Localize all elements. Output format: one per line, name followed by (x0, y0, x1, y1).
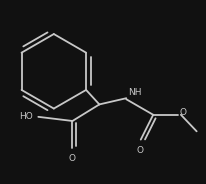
Text: O: O (69, 154, 76, 163)
Text: O: O (178, 108, 185, 117)
Text: HO: HO (19, 112, 33, 121)
Text: O: O (136, 146, 143, 155)
Text: NH: NH (127, 88, 141, 97)
